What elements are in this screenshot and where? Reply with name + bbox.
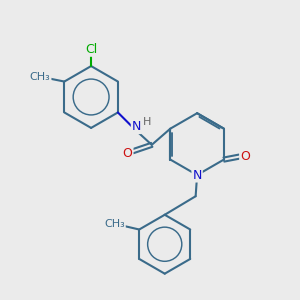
Text: N: N [192,169,202,182]
Text: CH₃: CH₃ [30,72,51,82]
Text: N: N [132,120,141,133]
Text: H: H [143,117,152,127]
Text: O: O [123,147,133,160]
Text: CH₃: CH₃ [104,220,125,230]
Text: O: O [240,150,250,163]
Text: Cl: Cl [85,43,97,56]
